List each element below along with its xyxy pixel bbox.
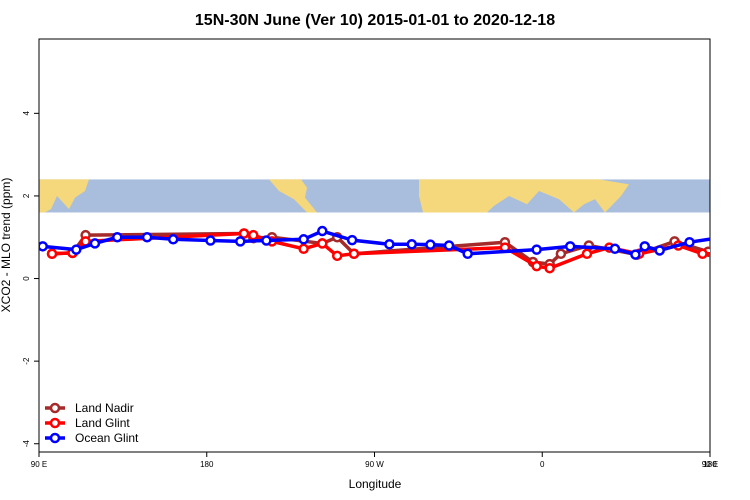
data-point	[697, 248, 708, 260]
x-tick-label: 180	[200, 460, 214, 469]
y-tick-label: 0	[22, 276, 31, 281]
data-point	[443, 240, 455, 251]
x-tick-label: 90 E	[702, 460, 718, 469]
data-point	[609, 243, 621, 255]
legend-marker	[49, 417, 61, 429]
land-mass	[39, 179, 89, 213]
data-point	[348, 248, 360, 260]
data-point	[544, 262, 555, 274]
data-point	[406, 239, 418, 250]
x-tick-label: 90 E	[31, 460, 47, 469]
data-point	[734, 250, 742, 258]
data-point	[261, 235, 272, 246]
y-tick-label: 4	[22, 111, 31, 116]
data-point	[141, 231, 153, 243]
data-point	[531, 260, 542, 272]
land-mass	[269, 179, 317, 213]
data-point	[235, 236, 246, 247]
data-point	[298, 243, 309, 255]
data-point	[346, 234, 358, 246]
legend-label: Ocean Glint	[75, 431, 139, 445]
x-tick-label: 180	[703, 460, 717, 469]
data-point	[205, 235, 216, 246]
data-point	[46, 248, 58, 260]
data-point	[317, 238, 328, 249]
data-point	[248, 229, 259, 241]
series-layer	[39, 225, 742, 274]
data-point	[581, 248, 593, 260]
legend-marker	[49, 402, 61, 414]
y-tick-label: -4	[22, 440, 31, 448]
x-tick-label: 90 W	[365, 460, 384, 469]
y-axis: -4 -2 0 2 4	[22, 111, 39, 448]
data-point	[331, 250, 343, 262]
world-map-strip	[39, 179, 710, 213]
data-point	[317, 225, 328, 237]
legend-label: Land Nadir	[75, 401, 134, 415]
data-point	[89, 238, 101, 249]
x-tick-label: 0	[540, 460, 545, 469]
data-point	[684, 236, 695, 248]
y-tick-label: -2	[22, 357, 31, 365]
legend-item: Land Glint	[45, 416, 130, 430]
series-ocean-glint	[39, 225, 727, 260]
data-point	[298, 234, 309, 245]
data-point	[384, 239, 395, 250]
data-point	[555, 248, 567, 260]
chart-title: 15N-30N June (Ver 10) 2015-01-01 to 2020…	[195, 12, 555, 29]
data-point	[630, 249, 641, 260]
data-point	[462, 248, 473, 260]
data-point	[167, 234, 179, 245]
data-point	[238, 228, 250, 239]
data-point	[112, 231, 123, 243]
legend-item: Ocean Glint	[45, 431, 139, 445]
data-point	[639, 241, 651, 252]
data-point	[564, 241, 576, 252]
y-axis-label: XCO2 - MLO trend (ppm)	[0, 178, 13, 313]
legend-marker	[49, 432, 61, 444]
land-mass	[419, 179, 629, 213]
data-point	[719, 233, 727, 241]
data-point	[654, 245, 665, 256]
data-point	[425, 239, 436, 250]
data-point	[531, 244, 542, 255]
series-line	[42, 229, 710, 257]
legend-item: Land Nadir	[45, 401, 134, 415]
x-axis-label: Longitude	[349, 477, 402, 491]
data-point	[71, 244, 82, 255]
data-point	[39, 241, 48, 252]
legend-label: Land Glint	[75, 416, 130, 430]
y-tick-label: 2	[22, 193, 31, 198]
